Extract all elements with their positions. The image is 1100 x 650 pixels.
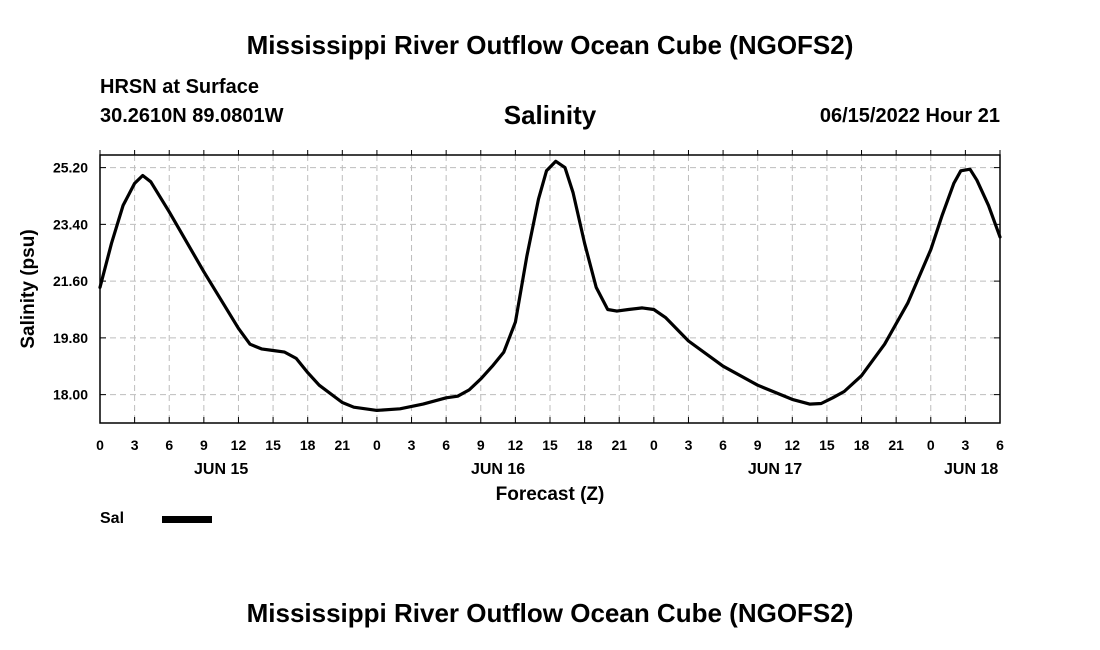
x-tick-label: 3 <box>961 437 969 453</box>
x-day-label: JUN 15 <box>194 461 248 478</box>
legend-label: Sal <box>100 510 125 527</box>
y-tick-label: 23.40 <box>53 216 88 232</box>
legend-swatch <box>162 516 212 523</box>
x-tick-label: 15 <box>265 437 281 453</box>
x-tick-label: 0 <box>96 437 104 453</box>
footer-title: Mississippi River Outflow Ocean Cube (NG… <box>246 598 854 628</box>
x-tick-label: 9 <box>754 437 762 453</box>
x-tick-label: 3 <box>408 437 416 453</box>
main-title: Mississippi River Outflow Ocean Cube (NG… <box>246 30 854 60</box>
x-tick-label: 21 <box>335 437 351 453</box>
y-axis-label: Salinity (psu) <box>18 229 39 348</box>
x-tick-label: 18 <box>300 437 316 453</box>
x-axis-label: Forecast (Z) <box>496 484 605 505</box>
x-day-label: JUN 17 <box>748 461 802 478</box>
x-day-label: JUN 16 <box>471 461 525 478</box>
x-tick-label: 9 <box>200 437 208 453</box>
x-tick-label: 6 <box>165 437 173 453</box>
x-tick-label: 0 <box>650 437 658 453</box>
x-day-label: JUN 18 <box>944 461 998 478</box>
x-tick-label: 3 <box>685 437 693 453</box>
x-tick-label: 0 <box>927 437 935 453</box>
x-tick-label: 9 <box>477 437 485 453</box>
y-tick-label: 18.00 <box>53 387 88 403</box>
x-tick-label: 3 <box>131 437 139 453</box>
chart-title: Salinity <box>503 100 597 130</box>
y-tick-label: 25.20 <box>53 160 88 176</box>
y-tick-label: 21.60 <box>53 273 88 289</box>
x-tick-label: 18 <box>854 437 870 453</box>
y-tick-label: 19.80 <box>53 330 88 346</box>
x-tick-label: 15 <box>819 437 835 453</box>
series-line-salinity <box>98 159 1002 412</box>
station-coordinates: 30.2610N 89.0801W <box>100 105 284 127</box>
x-tick-label: 15 <box>542 437 558 453</box>
x-tick-label: 6 <box>442 437 450 453</box>
x-tick-label: 12 <box>785 437 801 453</box>
x-tick-label: 21 <box>611 437 627 453</box>
x-tick-label: 12 <box>508 437 524 453</box>
x-tick-label: 6 <box>719 437 727 453</box>
x-tick-label: 6 <box>996 437 1004 453</box>
x-tick-label: 12 <box>231 437 247 453</box>
x-tick-label: 0 <box>373 437 381 453</box>
forecast-datetime: 06/15/2022 Hour 21 <box>819 105 1000 127</box>
station-label: HRSN at Surface <box>100 76 259 98</box>
x-tick-label: 18 <box>577 437 593 453</box>
x-tick-label: 21 <box>888 437 904 453</box>
